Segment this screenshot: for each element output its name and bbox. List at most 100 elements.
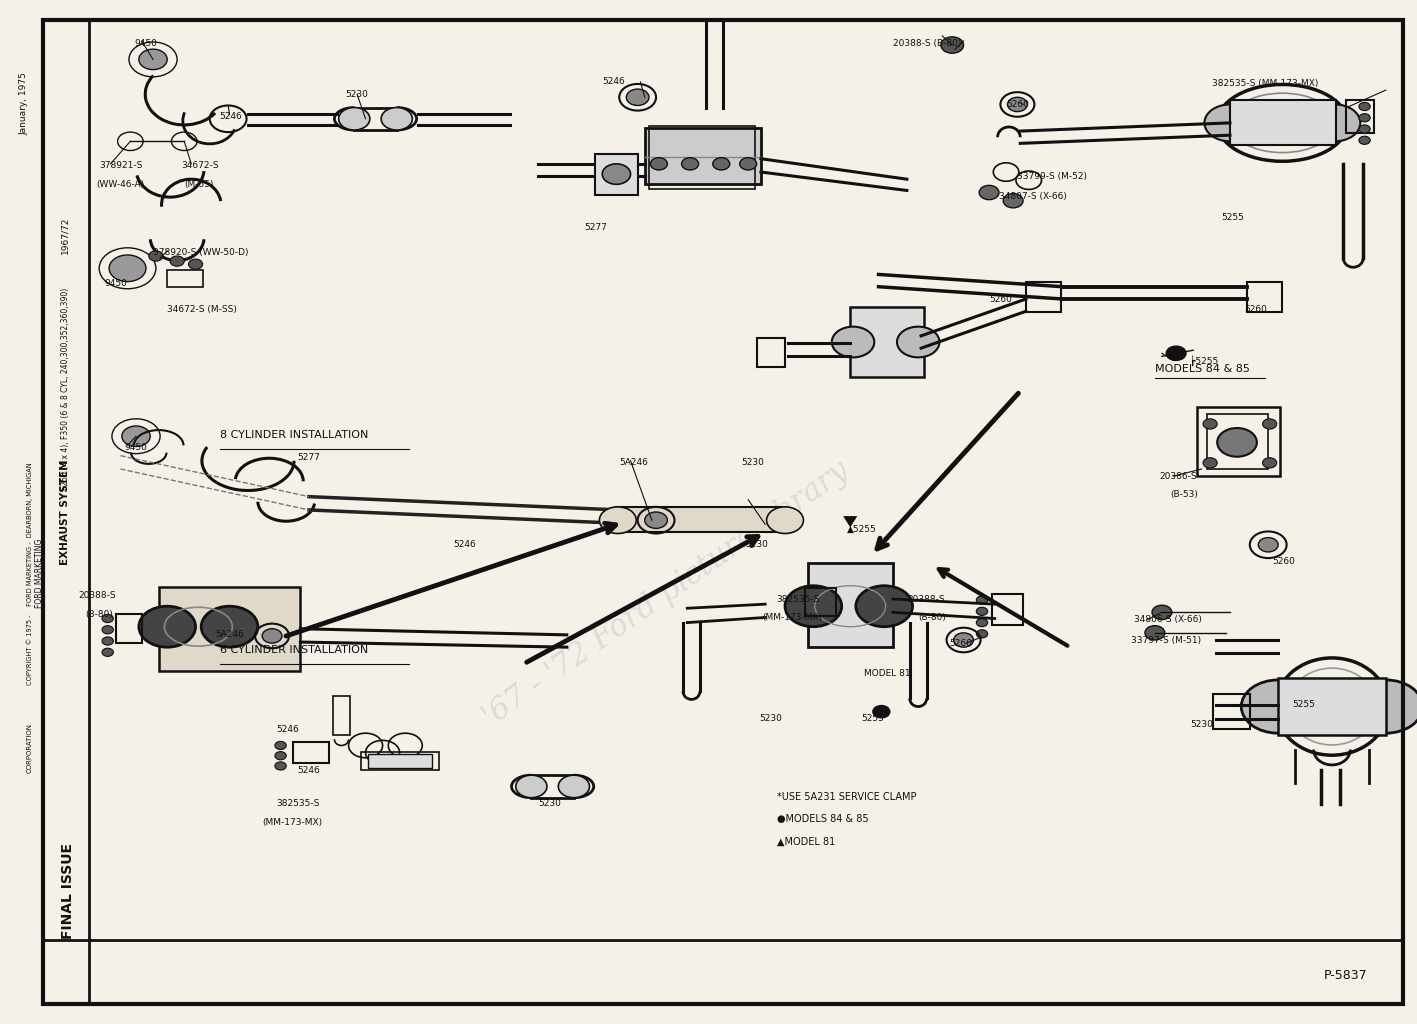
Circle shape bbox=[139, 49, 167, 70]
Bar bbox=[116, 614, 142, 643]
Text: 5277: 5277 bbox=[584, 223, 606, 231]
Text: 20386-S: 20386-S bbox=[1159, 472, 1197, 480]
Bar bbox=[595, 154, 638, 195]
Circle shape bbox=[873, 706, 890, 718]
Bar bbox=[645, 128, 761, 184]
Circle shape bbox=[122, 426, 150, 446]
Circle shape bbox=[1258, 538, 1278, 552]
Circle shape bbox=[1263, 419, 1277, 429]
Text: 34807-S (X-66): 34807-S (X-66) bbox=[999, 193, 1067, 201]
Text: 33799-S (M-52): 33799-S (M-52) bbox=[1017, 172, 1087, 180]
Circle shape bbox=[599, 507, 636, 534]
Text: (M-55): (M-55) bbox=[184, 180, 214, 188]
Text: 5230: 5230 bbox=[346, 90, 368, 98]
Text: 378921-S: 378921-S bbox=[99, 162, 143, 170]
Text: ▲5255: ▲5255 bbox=[847, 525, 877, 534]
Text: 9450: 9450 bbox=[105, 280, 128, 288]
Text: 5A246: 5A246 bbox=[619, 459, 648, 467]
Text: 33797-S (M-51): 33797-S (M-51) bbox=[1131, 636, 1200, 644]
Text: FORD MARKETING: FORD MARKETING bbox=[35, 539, 44, 608]
Text: 5255: 5255 bbox=[1292, 700, 1315, 709]
Text: (B-80): (B-80) bbox=[85, 610, 113, 618]
Bar bbox=[361, 752, 439, 770]
Circle shape bbox=[1309, 104, 1360, 141]
Text: 5A246: 5A246 bbox=[215, 631, 244, 639]
Text: 5255: 5255 bbox=[1221, 213, 1244, 221]
Text: 6 CYLINDER INSTALLATION: 6 CYLINDER INSTALLATION bbox=[220, 645, 368, 655]
Circle shape bbox=[1152, 605, 1172, 620]
Text: 9450: 9450 bbox=[135, 39, 157, 47]
Text: *USE 5A231 SERVICE CLAMP: *USE 5A231 SERVICE CLAMP bbox=[777, 792, 915, 802]
Text: ●MODELS 84 & 85: ●MODELS 84 & 85 bbox=[777, 814, 869, 824]
Text: 9450: 9450 bbox=[125, 443, 147, 452]
Circle shape bbox=[1349, 680, 1417, 733]
Circle shape bbox=[109, 255, 146, 282]
Circle shape bbox=[713, 158, 730, 170]
Text: 382535-S: 382535-S bbox=[777, 595, 820, 603]
Circle shape bbox=[381, 108, 412, 130]
Text: '67 - '72 Ford picture library: '67 - '72 Ford picture library bbox=[478, 455, 854, 733]
Circle shape bbox=[976, 630, 988, 638]
Circle shape bbox=[897, 327, 939, 357]
Circle shape bbox=[740, 158, 757, 170]
Text: 34672-S: 34672-S bbox=[181, 162, 218, 170]
Bar bbox=[616, 507, 786, 532]
Circle shape bbox=[1241, 680, 1315, 733]
Circle shape bbox=[1217, 428, 1257, 457]
Text: (MM-173-MX): (MM-173-MX) bbox=[762, 613, 822, 622]
Text: (B-80): (B-80) bbox=[918, 613, 947, 622]
Text: F250 (4 x 4), F350 (6 & 8 CYL, 240,300,352,360,390): F250 (4 x 4), F350 (6 & 8 CYL, 240,300,3… bbox=[61, 288, 69, 490]
Bar bbox=[368, 754, 432, 768]
Text: (WW-46-A): (WW-46-A) bbox=[96, 180, 145, 188]
Circle shape bbox=[1359, 125, 1370, 133]
Circle shape bbox=[941, 37, 964, 53]
Circle shape bbox=[275, 762, 286, 770]
Circle shape bbox=[1145, 626, 1165, 640]
Text: 5230: 5230 bbox=[538, 800, 561, 808]
Text: 382535-S (MM-173-MX): 382535-S (MM-173-MX) bbox=[1212, 80, 1318, 88]
Circle shape bbox=[1359, 102, 1370, 111]
Text: 5260: 5260 bbox=[989, 295, 1012, 303]
Text: MODELS 84 & 85: MODELS 84 & 85 bbox=[1155, 364, 1250, 374]
Circle shape bbox=[262, 629, 282, 643]
Text: 5260: 5260 bbox=[1006, 100, 1029, 109]
Circle shape bbox=[339, 108, 370, 130]
Circle shape bbox=[102, 626, 113, 634]
Circle shape bbox=[1203, 419, 1217, 429]
Circle shape bbox=[976, 618, 988, 627]
Text: 34806-S (X-66): 34806-S (X-66) bbox=[1134, 615, 1202, 624]
Circle shape bbox=[645, 512, 667, 528]
Text: (B-53): (B-53) bbox=[1170, 490, 1199, 499]
Circle shape bbox=[650, 158, 667, 170]
Circle shape bbox=[149, 251, 163, 261]
Text: ┢5255: ┢5255 bbox=[1190, 355, 1219, 366]
Text: 5230: 5230 bbox=[760, 715, 782, 723]
Bar bbox=[1207, 414, 1268, 469]
Circle shape bbox=[170, 256, 184, 266]
Circle shape bbox=[201, 606, 258, 647]
Bar bbox=[850, 307, 924, 377]
Text: 5246: 5246 bbox=[220, 113, 242, 121]
Text: 5255: 5255 bbox=[862, 715, 884, 723]
Text: 8 CYLINDER INSTALLATION: 8 CYLINDER INSTALLATION bbox=[220, 430, 368, 440]
Text: 5230: 5230 bbox=[741, 459, 764, 467]
Circle shape bbox=[102, 637, 113, 645]
Circle shape bbox=[1203, 458, 1217, 468]
Text: CORPORATION: CORPORATION bbox=[27, 723, 33, 772]
Circle shape bbox=[102, 614, 113, 623]
Circle shape bbox=[1204, 104, 1255, 141]
Circle shape bbox=[626, 89, 649, 105]
Text: 34672-S (M-SS): 34672-S (M-SS) bbox=[167, 305, 237, 313]
Circle shape bbox=[1359, 114, 1370, 122]
Circle shape bbox=[102, 648, 113, 656]
Bar bbox=[649, 126, 755, 189]
Text: 20388-S: 20388-S bbox=[907, 595, 945, 603]
Circle shape bbox=[767, 507, 803, 534]
Circle shape bbox=[1007, 97, 1027, 112]
Bar bbox=[805, 588, 836, 616]
Circle shape bbox=[139, 606, 196, 647]
Text: 5246: 5246 bbox=[602, 78, 625, 86]
Circle shape bbox=[976, 607, 988, 615]
Circle shape bbox=[682, 158, 699, 170]
Text: 5260: 5260 bbox=[1272, 557, 1295, 565]
